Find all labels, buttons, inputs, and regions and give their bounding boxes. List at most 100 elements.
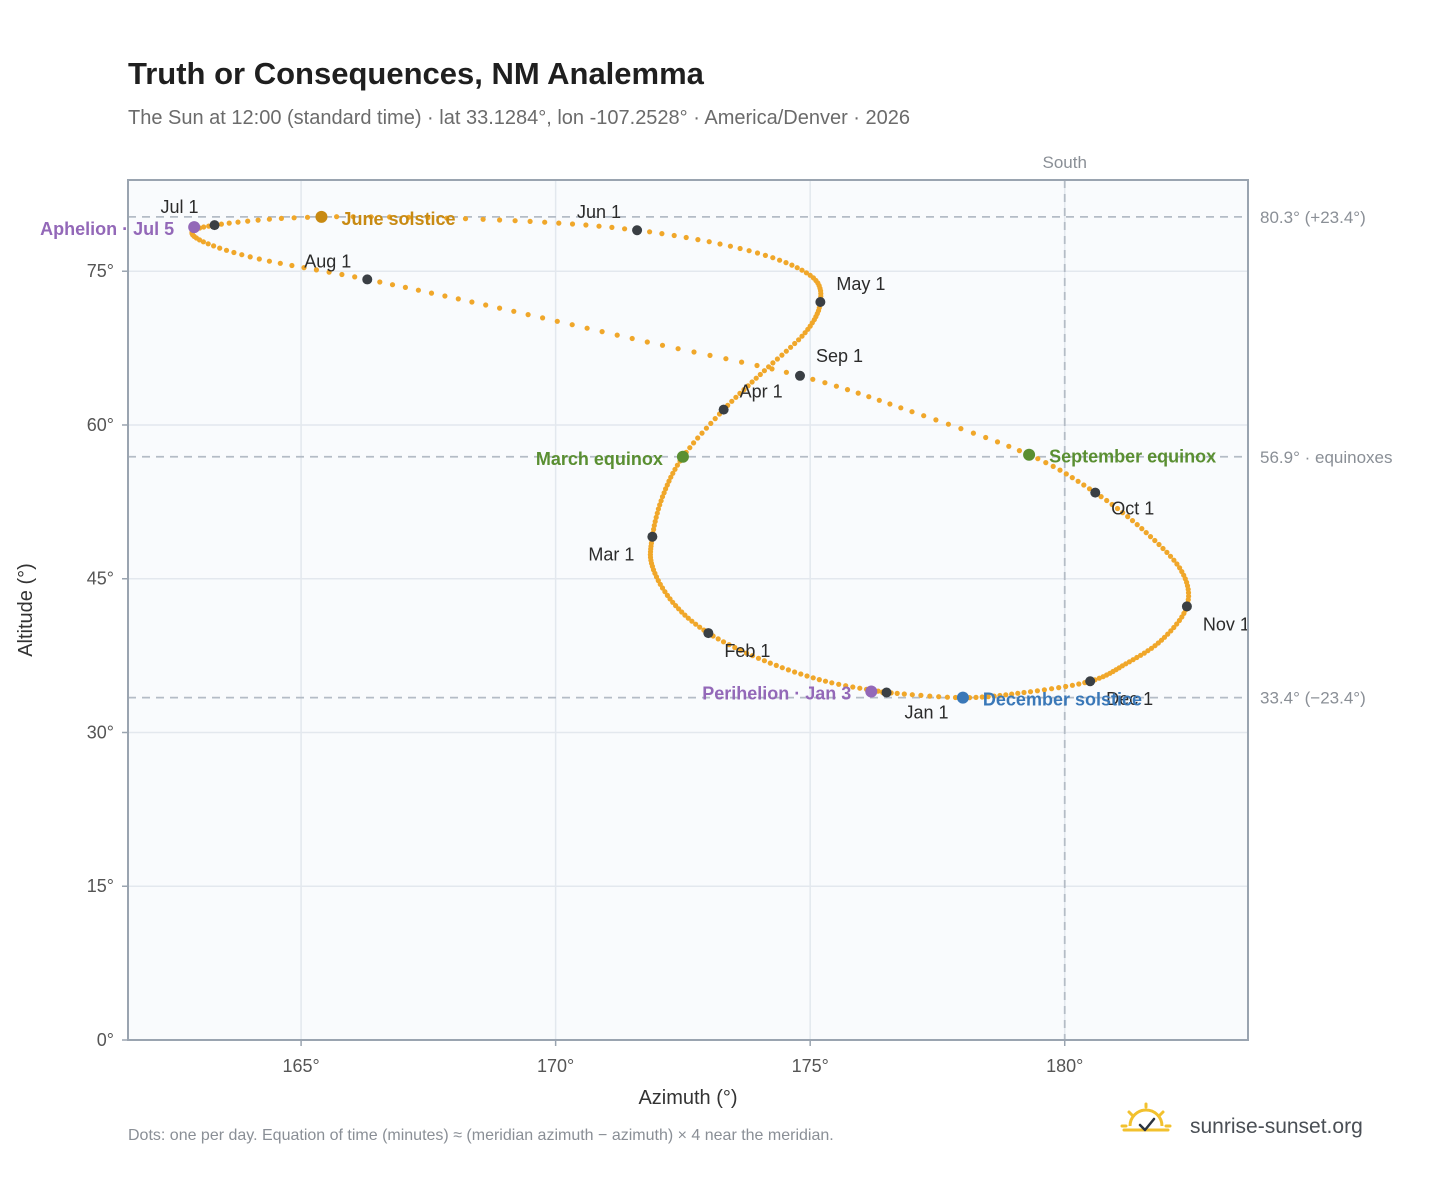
daily-sun-dot bbox=[1171, 557, 1177, 563]
month-marker bbox=[209, 220, 220, 231]
event-marker bbox=[1023, 448, 1036, 461]
daily-sun-dot bbox=[789, 262, 795, 268]
daily-sun-dot bbox=[277, 260, 283, 266]
daily-sun-dot bbox=[1152, 537, 1158, 544]
daily-sun-dot bbox=[1164, 549, 1170, 556]
daily-sun-dot bbox=[691, 349, 697, 355]
month-marker bbox=[703, 628, 714, 639]
daily-sun-dot bbox=[866, 394, 872, 400]
daily-sun-dot bbox=[727, 243, 734, 249]
month-label: Sep 1 bbox=[816, 346, 863, 366]
daily-sun-dot bbox=[1069, 475, 1075, 481]
daily-sun-dot bbox=[1171, 624, 1177, 631]
event-marker bbox=[315, 210, 328, 223]
daily-sun-dot bbox=[753, 375, 759, 381]
daily-sun-dot bbox=[304, 214, 311, 220]
daily-sun-dot bbox=[350, 214, 356, 220]
daily-sun-dot bbox=[836, 681, 842, 687]
axis-ticks: 165° 170° 175° 180° 0° 15° 30° 45° 60° 75° bbox=[87, 261, 1084, 1076]
daily-sun-dot bbox=[952, 694, 959, 701]
daily-sun-dot bbox=[497, 217, 503, 223]
daily-sun-dot bbox=[569, 221, 576, 227]
daily-sun-dot bbox=[1057, 467, 1063, 473]
daily-sun-dot bbox=[377, 279, 383, 285]
daily-sun-dot bbox=[1129, 518, 1136, 524]
daily-sun-dot bbox=[664, 482, 670, 488]
daily-sun-dot bbox=[1021, 689, 1027, 696]
daily-sun-dot bbox=[223, 247, 230, 253]
daily-sun-dot bbox=[1165, 631, 1171, 637]
daily-sun-dot bbox=[1125, 514, 1131, 520]
daily-sun-dot bbox=[755, 655, 762, 661]
daily-sun-dot bbox=[556, 220, 562, 226]
daily-sun-dot bbox=[733, 394, 739, 400]
daily-sun-dot bbox=[266, 258, 272, 264]
month-marker bbox=[632, 225, 643, 236]
daily-sun-dot bbox=[569, 322, 575, 328]
daily-sun-dot bbox=[1147, 534, 1154, 540]
daily-sun-dot bbox=[855, 390, 861, 396]
daily-sun-dot bbox=[894, 690, 900, 697]
altitude-reference-label: 56.9° · equinoxes bbox=[1260, 448, 1393, 467]
daily-sun-dot bbox=[301, 265, 307, 271]
daily-sun-dot bbox=[757, 371, 763, 378]
daily-sun-dot bbox=[706, 239, 712, 245]
daily-sun-dot bbox=[762, 252, 769, 258]
daily-sun-dot bbox=[997, 692, 1003, 699]
event-label: Aphelion · Jul 5 bbox=[40, 219, 174, 239]
daily-sun-dot bbox=[1009, 691, 1015, 697]
daily-sun-dot bbox=[671, 232, 677, 239]
daily-sun-dot bbox=[428, 290, 435, 296]
daily-sun-dot bbox=[675, 346, 681, 352]
month-label: Nov 1 bbox=[1203, 614, 1250, 634]
daily-sun-dot bbox=[783, 369, 790, 375]
event-marker bbox=[865, 685, 878, 698]
daily-sun-dot bbox=[761, 368, 768, 374]
daily-sun-dot bbox=[666, 478, 672, 484]
month-label: Oct 1 bbox=[1111, 499, 1154, 519]
event-markers: March equinox June solstice September equi… bbox=[40, 209, 1216, 710]
y-tick-label: 30° bbox=[87, 722, 114, 742]
daily-sun-dot bbox=[226, 220, 232, 226]
daily-sun-dot bbox=[707, 352, 713, 358]
daily-sun-dot bbox=[313, 267, 319, 273]
daily-sun-dot bbox=[921, 413, 927, 419]
daily-sun-dot bbox=[829, 680, 835, 686]
daily-sun-dot bbox=[655, 506, 662, 512]
daily-sun-dot bbox=[1168, 628, 1174, 634]
chart-title: Truth or Consequences, NM Analemma bbox=[128, 56, 705, 91]
daily-sun-dot bbox=[936, 694, 942, 700]
daily-sun-dot bbox=[218, 221, 224, 227]
daily-sun-dot bbox=[876, 397, 882, 403]
daily-sun-dot bbox=[901, 691, 907, 697]
daily-sun-dot bbox=[1063, 683, 1069, 690]
daily-sun-dot bbox=[387, 214, 393, 220]
month-label: Dec 1 bbox=[1106, 689, 1153, 709]
daily-sun-dot bbox=[1063, 471, 1069, 477]
daily-sun-dot bbox=[1139, 526, 1145, 532]
daily-sun-dot bbox=[1174, 621, 1180, 627]
daily-sun-dot bbox=[389, 282, 396, 288]
y-tick-label: 60° bbox=[87, 415, 114, 435]
daily-sun-dot bbox=[970, 430, 977, 436]
daily-sun-dot bbox=[647, 229, 653, 235]
footnote: Dots: one per day. Equation of time (min… bbox=[128, 1127, 834, 1144]
month-marker bbox=[881, 687, 892, 698]
daily-sun-dot bbox=[774, 356, 781, 362]
daily-sun-dot bbox=[480, 216, 486, 222]
month-label: Jul 1 bbox=[161, 197, 199, 217]
daily-sun-dot bbox=[783, 260, 789, 266]
daily-sun-dot bbox=[682, 612, 688, 618]
daily-sun-dot bbox=[723, 356, 729, 362]
daily-sun-dot bbox=[245, 218, 251, 224]
daily-sun-dot bbox=[909, 409, 915, 415]
x-tick-label: 170° bbox=[537, 1056, 574, 1076]
daily-sun-dot bbox=[822, 380, 828, 386]
daily-sun-dot bbox=[339, 271, 345, 278]
daily-sun-dot bbox=[247, 254, 253, 260]
daily-sun-dot bbox=[761, 658, 768, 664]
daily-sun-dot bbox=[469, 299, 475, 305]
brand-name: sunrise-sunset.org bbox=[1190, 1115, 1363, 1138]
daily-sun-dot bbox=[857, 685, 863, 691]
daily-sun-dot bbox=[651, 526, 657, 533]
